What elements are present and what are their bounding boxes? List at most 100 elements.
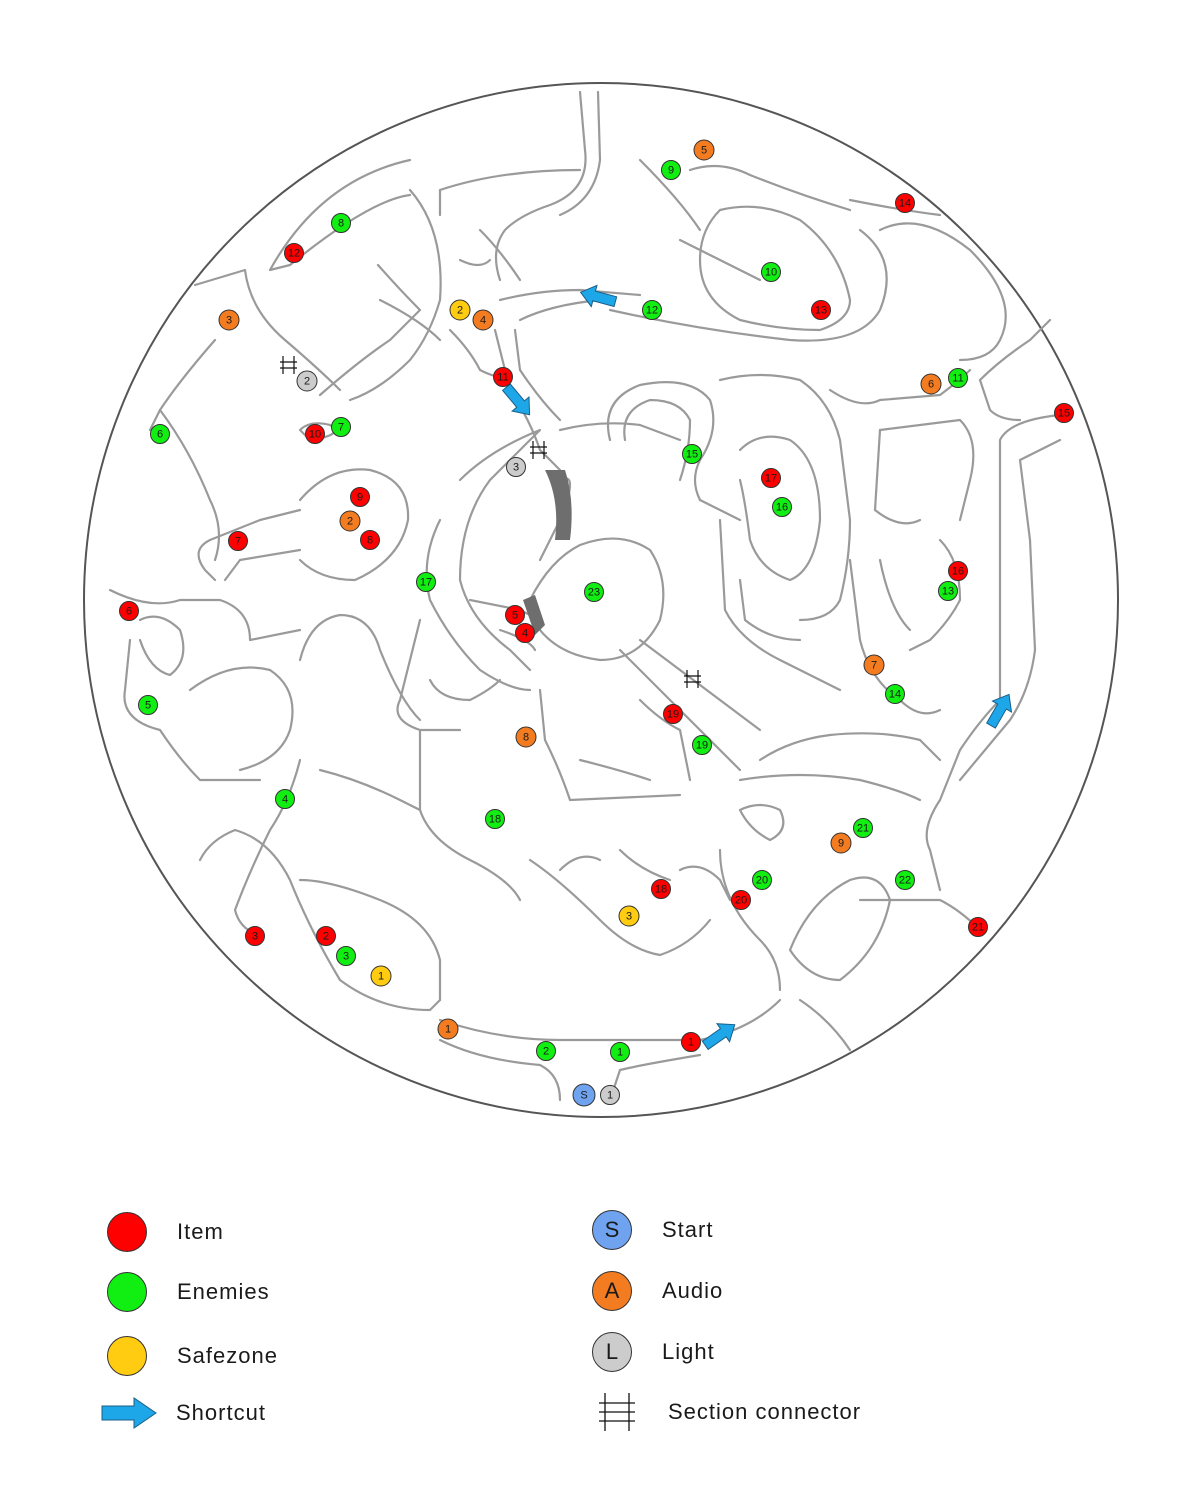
start-swatch-icon: S — [592, 1210, 632, 1250]
svg-text:12: 12 — [288, 248, 300, 260]
svg-text:17: 17 — [420, 577, 432, 589]
audio-marker: 6 — [920, 373, 942, 395]
legend-label: Safezone — [177, 1343, 278, 1368]
enemy-marker: 12 — [642, 300, 662, 320]
legend-label: Shortcut — [176, 1400, 266, 1425]
enemy-marker: 9 — [661, 160, 681, 180]
enemies-swatch-icon — [107, 1272, 147, 1312]
enemy-marker: 21 — [853, 818, 873, 838]
svg-text:14: 14 — [899, 198, 911, 210]
legend-label: Start — [662, 1217, 714, 1242]
enemy-marker: 22 — [895, 870, 915, 890]
section-connector-icon — [530, 441, 547, 459]
svg-text:2: 2 — [457, 305, 463, 317]
svg-text:1: 1 — [378, 971, 384, 983]
svg-text:16: 16 — [952, 566, 964, 578]
light-marker: 2 — [296, 370, 318, 392]
enemy-marker: 5 — [138, 695, 158, 715]
item-marker: 12 — [284, 243, 304, 263]
svg-text:16: 16 — [776, 502, 788, 514]
legend-item-safezone: Safezone — [107, 1336, 278, 1376]
enemy-marker: 10 — [761, 262, 781, 282]
svg-text:2: 2 — [304, 376, 310, 388]
audio-marker: 5 — [693, 139, 715, 161]
svg-text:12: 12 — [646, 305, 658, 317]
legend-item-shortcut: Shortcut — [100, 1396, 266, 1430]
svg-text:21: 21 — [857, 823, 869, 835]
enemy-marker: 19 — [692, 735, 712, 755]
enemy-marker: 15 — [682, 444, 702, 464]
svg-text:23: 23 — [588, 587, 600, 599]
item-marker: 14 — [895, 193, 915, 213]
legend-item-light: L Light — [592, 1332, 715, 1372]
legend-item-item: Item — [107, 1212, 224, 1252]
section-connector-icon — [684, 670, 701, 688]
svg-text:7: 7 — [235, 536, 241, 548]
svg-text:14: 14 — [889, 689, 901, 701]
svg-text:1: 1 — [688, 1037, 694, 1049]
safezone-marker: 2 — [449, 299, 471, 321]
item-marker: 1 — [681, 1032, 701, 1052]
svg-text:15: 15 — [1058, 408, 1070, 420]
svg-text:9: 9 — [838, 838, 844, 850]
item-marker: 11 — [493, 367, 513, 387]
audio-swatch-icon: A — [592, 1271, 632, 1311]
item-marker: 16 — [948, 561, 968, 581]
enemy-marker: 8 — [331, 213, 351, 233]
svg-text:13: 13 — [815, 305, 827, 317]
svg-text:6: 6 — [126, 606, 132, 618]
enemy-marker: 11 — [948, 368, 968, 388]
item-marker: 21 — [968, 917, 988, 937]
audio-marker: 7 — [863, 654, 885, 676]
item-marker: 15 — [1054, 403, 1074, 423]
legend-label: Enemies — [177, 1279, 270, 1304]
legend-item-start: S Start — [592, 1210, 713, 1250]
barrier-upper — [545, 470, 572, 540]
enemy-marker: 23 — [584, 582, 604, 602]
safezone-marker: 3 — [618, 905, 640, 927]
item-marker: 10 — [305, 424, 325, 444]
enemy-marker: 3 — [336, 946, 356, 966]
safezone-marker: 1 — [370, 965, 392, 987]
item-marker: 5 — [505, 605, 525, 625]
section-connector-icon — [599, 1393, 635, 1431]
svg-text:17: 17 — [765, 473, 777, 485]
enemy-marker: 2 — [536, 1041, 556, 1061]
shortcut-arrow-icon — [701, 1023, 736, 1051]
svg-text:5: 5 — [701, 145, 707, 157]
audio-marker: 3 — [218, 309, 240, 331]
svg-text:9: 9 — [357, 492, 363, 504]
enemy-marker: 13 — [938, 581, 958, 601]
map-boundary — [83, 82, 1119, 1118]
svg-text:3: 3 — [513, 462, 519, 474]
enemy-marker: 16 — [772, 497, 792, 517]
svg-text:22: 22 — [899, 875, 911, 887]
item-marker: 2 — [316, 926, 336, 946]
item-marker: 17 — [761, 468, 781, 488]
item-marker: 4 — [515, 623, 535, 643]
svg-text:6: 6 — [928, 379, 934, 391]
svg-text:4: 4 — [480, 315, 486, 327]
svg-text:3: 3 — [252, 931, 258, 943]
legend-label: Light — [662, 1339, 715, 1364]
svg-text:2: 2 — [347, 516, 353, 528]
svg-text:10: 10 — [309, 429, 321, 441]
enemy-marker: 20 — [752, 870, 772, 890]
svg-text:19: 19 — [667, 709, 679, 721]
svg-text:20: 20 — [735, 895, 747, 907]
svg-text:3: 3 — [343, 951, 349, 963]
item-marker: 20 — [731, 890, 751, 910]
svg-text:7: 7 — [338, 422, 344, 434]
svg-text:8: 8 — [338, 218, 344, 230]
enemy-marker: 6 — [150, 424, 170, 444]
map-corridors — [108, 90, 1062, 1102]
enemy-marker: 4 — [275, 789, 295, 809]
legend-label: Section connector — [668, 1399, 862, 1424]
svg-text:3: 3 — [626, 911, 632, 923]
item-marker: 6 — [119, 601, 139, 621]
item-marker: 7 — [228, 531, 248, 551]
enemy-marker: 7 — [331, 417, 351, 437]
enemy-marker: 17 — [416, 572, 436, 592]
svg-text:8: 8 — [523, 732, 529, 744]
